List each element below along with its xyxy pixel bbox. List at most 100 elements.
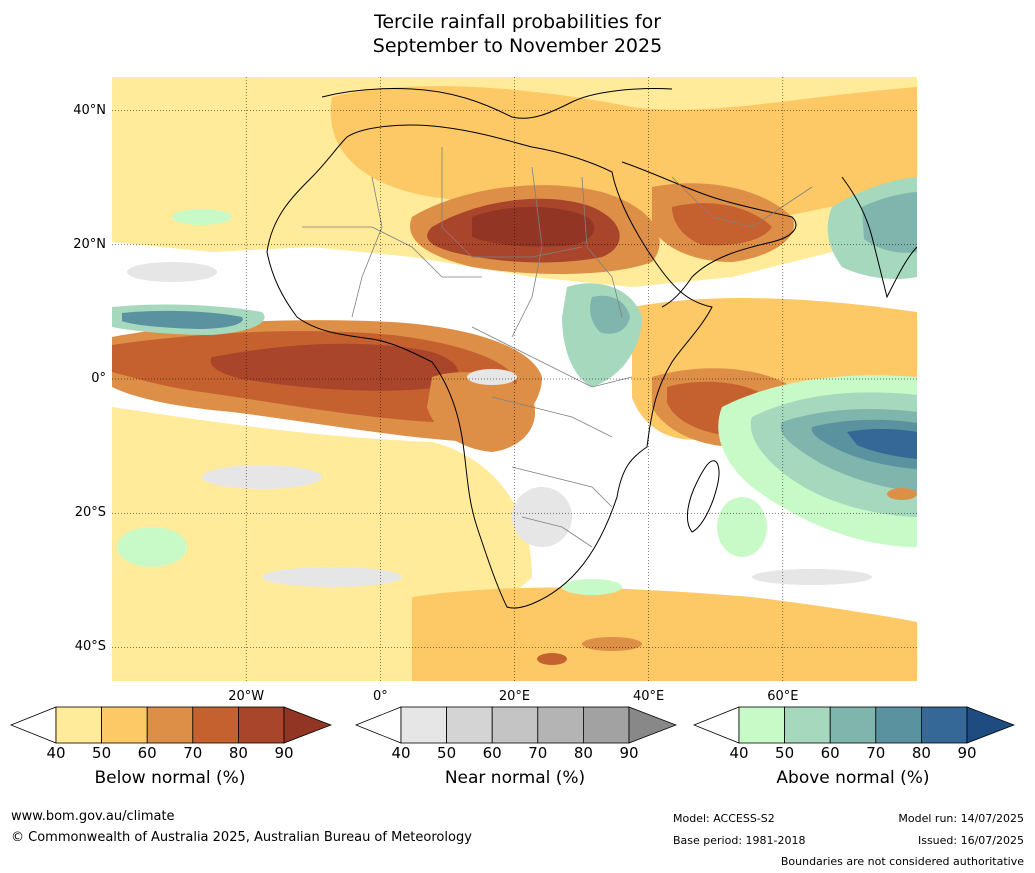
rainfall-map xyxy=(112,77,917,681)
lon-label: 40°E xyxy=(633,689,665,704)
colorbar-near-segment xyxy=(400,706,447,744)
colorbar-tick-label: 50 xyxy=(92,744,112,762)
field-below-s1 xyxy=(537,653,567,665)
field-near-6 xyxy=(467,369,517,385)
colorbar-tick-label: 50 xyxy=(437,744,457,762)
field-below-north-2 xyxy=(330,86,917,227)
colorbar-near-segment xyxy=(537,706,584,744)
boundary-6 xyxy=(471,326,633,388)
colorbar-above-high-extend xyxy=(966,706,1015,744)
field-near-5 xyxy=(752,569,872,585)
colorbar-tick-label: 90 xyxy=(274,744,294,762)
title-line-2: September to November 2025 xyxy=(372,35,663,57)
graticule xyxy=(112,77,917,681)
lat-label: 40°N xyxy=(73,102,106,118)
colorbar-above-segment xyxy=(829,706,877,744)
lat-label: 0° xyxy=(91,371,106,386)
colorbar-above xyxy=(693,706,1015,744)
footer-url[interactable]: www.bom.gov.au/climate xyxy=(11,809,175,824)
field-below-s2 xyxy=(582,637,642,651)
field-above-india-2 xyxy=(862,192,917,253)
field-below-arabia-core xyxy=(672,203,772,246)
boundary-8 xyxy=(511,466,613,508)
lat-label: 20°S xyxy=(74,505,106,521)
lon-label: 20°W xyxy=(228,689,265,704)
title-line-1: Tercile rainfall probabilities for xyxy=(373,11,662,33)
boundary-5 xyxy=(581,176,623,318)
colorbar-tick-label: 60 xyxy=(820,744,840,762)
boundary-3 xyxy=(441,147,583,258)
colorbar-title: Near normal (%) xyxy=(444,768,586,788)
boundary-9 xyxy=(521,516,593,548)
field-above-eastafrica-2 xyxy=(590,295,630,334)
field-near-1 xyxy=(127,262,217,282)
coast-madagascar xyxy=(686,460,720,533)
footer-copyright: © Commonwealth of Australia 2025, Austra… xyxy=(11,830,472,845)
boundary-7 xyxy=(491,396,613,438)
colorbar-above-segment xyxy=(738,706,785,744)
boundary-2 xyxy=(351,176,383,318)
footer-base-period: Base period: 1981-2018 xyxy=(673,834,806,847)
field-below-s3 xyxy=(887,488,917,500)
colorbar-near-low-extend xyxy=(355,706,402,744)
colorbar-above-segment xyxy=(920,706,968,744)
field-near-4 xyxy=(262,567,402,587)
colorbar-below-low-extend xyxy=(10,706,57,744)
lon-label: 0° xyxy=(372,689,388,704)
lon-label: 60°E xyxy=(767,689,799,704)
colorbar-title: Above normal (%) xyxy=(776,768,930,788)
colorbar-tick-label: 60 xyxy=(482,744,502,762)
colorbar-above-low-extend xyxy=(693,706,740,744)
footer-disclaimer: Boundaries are not considered authoritat… xyxy=(780,855,1024,868)
colorbar-near-segment xyxy=(491,706,539,744)
boundary-10 xyxy=(671,176,813,228)
colorbar-tick-label: 60 xyxy=(137,744,157,762)
colorbar-below-high-extend xyxy=(283,706,332,744)
colorbar-near-segment xyxy=(446,706,493,744)
colorbar-tick-label: 80 xyxy=(911,744,931,762)
field-above-s1 xyxy=(117,527,187,567)
field-below-congo xyxy=(427,372,536,452)
field-below-sahel-peak xyxy=(472,206,595,247)
colorbar-tick-label: 90 xyxy=(957,744,977,762)
field-above-atlantic-2 xyxy=(122,310,243,329)
colorbar-tick-label: 70 xyxy=(528,744,548,762)
field-above-indian-5 xyxy=(847,428,917,459)
boundary-1 xyxy=(302,226,482,278)
colorbar-tick-label: 50 xyxy=(775,744,795,762)
colorbar-below-segment xyxy=(146,706,194,744)
colorbar-above-segment xyxy=(875,706,922,744)
colorbar-tick-label: 80 xyxy=(573,744,593,762)
lon-label: 20°E xyxy=(498,689,531,704)
coast-europe xyxy=(321,88,673,119)
boundary-4 xyxy=(511,166,543,338)
lat-label: 40°S xyxy=(74,639,106,655)
field-below-south xyxy=(112,407,532,637)
field-below-southern-ocean-pale xyxy=(112,577,412,681)
field-near-2 xyxy=(202,465,322,489)
colorbar-tick-label: 70 xyxy=(183,744,203,762)
field-above-s3 xyxy=(717,497,767,557)
colorbar-tick-label: 70 xyxy=(866,744,886,762)
colorbar-near-segment xyxy=(582,706,630,744)
country-boundaries xyxy=(302,147,813,548)
lat-label: 20°N xyxy=(73,236,106,252)
colorbar-below-segment xyxy=(55,706,102,744)
colorbar-tick-label: 90 xyxy=(619,744,639,762)
footer-model-run: Model run: 14/07/2025 xyxy=(898,812,1024,825)
colorbar-below xyxy=(10,706,332,744)
field-above-s4 xyxy=(172,209,232,225)
footer-issued: Issued: 16/07/2025 xyxy=(917,834,1024,847)
coast-africa xyxy=(266,124,713,609)
probability-field xyxy=(112,77,917,681)
map-title: Tercile rainfall probabilities for Septe… xyxy=(0,10,1035,58)
field-above-s2 xyxy=(562,579,622,595)
colorbar-tick-label: 40 xyxy=(729,744,749,762)
colorbar-near xyxy=(355,706,677,744)
colorbar-title: Below normal (%) xyxy=(94,768,246,788)
colorbar-below-segment xyxy=(101,706,148,744)
map-svg xyxy=(112,77,917,681)
footer-model: Model: ACCESS-S2 xyxy=(673,812,775,825)
coast-india xyxy=(841,176,917,299)
colorbar-tick-label: 80 xyxy=(228,744,248,762)
